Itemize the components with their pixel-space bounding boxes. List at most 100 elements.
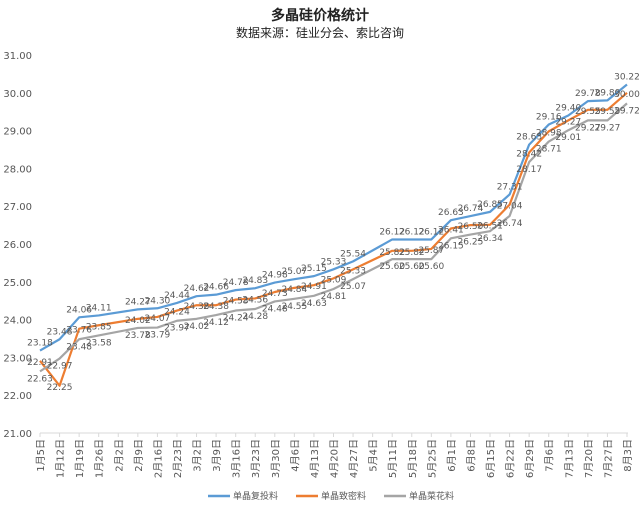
data-label: 24.07 — [145, 314, 171, 324]
data-label: 24.02 — [125, 316, 151, 326]
data-label: 29.72 — [614, 106, 640, 116]
data-label: 25.09 — [321, 275, 347, 285]
y-tick-label: 23.00 — [3, 353, 32, 364]
data-label: 25.60 — [418, 262, 444, 272]
data-label: 22.25 — [47, 383, 73, 393]
x-tick-label: 3月16日 — [231, 439, 243, 478]
data-label: 23.79 — [145, 331, 171, 341]
x-tick-label: 2月23日 — [172, 439, 184, 478]
data-label: 24.63 — [301, 299, 327, 309]
x-tick-label: 4月20日 — [329, 439, 341, 478]
data-label: 29.55 — [575, 107, 601, 117]
data-label: 22.63 — [27, 374, 53, 384]
x-tick-label: 4月13日 — [309, 439, 321, 478]
y-tick-label: 30.00 — [3, 89, 32, 100]
data-label: 30.00 — [614, 90, 640, 100]
series-line-1 — [39, 83, 628, 352]
data-label: 24.11 — [86, 303, 112, 313]
data-label: 25.33 — [321, 257, 347, 267]
data-label: 27.04 — [497, 202, 523, 212]
data-label: 26.15 — [438, 241, 464, 251]
data-label: 24.30 — [145, 296, 171, 306]
data-label: 25.33 — [340, 266, 366, 276]
data-label: 26.63 — [438, 208, 464, 218]
data-label: 23.78 — [125, 331, 151, 341]
data-label: 24.66 — [203, 283, 229, 293]
data-label: 23.85 — [86, 322, 112, 332]
data-label: 24.81 — [321, 292, 347, 302]
chart-subtitle: 数据来源：硅业分会、索比咨询 — [236, 25, 404, 40]
x-tick-label: 7月6日 — [544, 439, 556, 472]
data-label: 26.74 — [458, 204, 484, 214]
data-label: 30.22 — [614, 72, 640, 82]
x-tick-label: 8月3日 — [622, 439, 634, 472]
data-label: 28.17 — [516, 165, 542, 175]
data-label: 24.98 — [262, 271, 288, 281]
data-label: 24.73 — [262, 289, 288, 299]
data-label: 24.12 — [203, 318, 229, 328]
x-tick-label: 5月25日 — [426, 439, 438, 478]
x-tick-label: 7月13日 — [563, 439, 575, 478]
data-label: 23.48 — [66, 342, 92, 352]
data-label: 24.83 — [242, 276, 268, 286]
data-label: 23.76 — [66, 326, 92, 336]
data-label: 24.44 — [164, 291, 190, 301]
data-label: 24.55 — [281, 302, 307, 312]
y-tick-label: 21.00 — [3, 429, 32, 440]
series-line-3 — [39, 102, 628, 373]
data-label: 26.41 — [438, 226, 464, 236]
data-label: 26.12 — [399, 227, 425, 237]
data-label: 28.98 — [536, 128, 562, 138]
x-tick-label: 3月23日 — [250, 439, 262, 478]
x-tick-label: 6月22日 — [505, 439, 517, 478]
data-label: 26.25 — [458, 238, 484, 248]
data-label: 29.01 — [555, 133, 581, 143]
data-label: 24.91 — [301, 282, 327, 292]
x-tick-label: 3月2日 — [192, 439, 204, 472]
data-label: 25.82 — [399, 248, 425, 258]
data-label: 24.24 — [164, 308, 190, 318]
x-tick-label: 4月27日 — [348, 439, 360, 478]
data-label: 24.84 — [281, 285, 307, 295]
x-tick-label: 3月30日 — [270, 439, 282, 478]
data-label: 27.31 — [497, 182, 523, 192]
data-label: 29.16 — [536, 113, 562, 123]
data-label: 23.18 — [27, 339, 53, 349]
data-label: 26.74 — [497, 219, 523, 229]
data-label: 26.34 — [477, 234, 503, 244]
data-label: 24.02 — [184, 322, 210, 332]
data-label: 24.56 — [242, 295, 268, 305]
data-label: 26.50 — [458, 222, 484, 232]
data-label: 28.63 — [516, 133, 542, 143]
x-tick-label: 5月18日 — [407, 439, 419, 478]
data-label: 22.91 — [27, 358, 53, 368]
data-label: 26.12 — [379, 227, 405, 237]
data-label: 25.54 — [340, 249, 366, 259]
x-tick-label: 2月9日 — [133, 439, 145, 472]
data-label: 24.53 — [223, 297, 249, 307]
x-tick-label: 1月26日 — [94, 439, 106, 478]
data-label: 29.55 — [595, 107, 621, 117]
data-label: 29.80 — [595, 88, 621, 98]
data-label: 24.78 — [223, 278, 249, 288]
data-label: 26.12 — [418, 227, 444, 237]
data-label: 24.24 — [223, 314, 249, 324]
data-label: 24.62 — [184, 284, 210, 294]
data-label: 29.27 — [575, 123, 601, 133]
x-tick-label: 4月6日 — [289, 439, 301, 472]
data-label: 28.42 — [516, 150, 542, 160]
data-label: 24.28 — [242, 312, 268, 322]
legend-label: 单晶复投料 — [233, 490, 278, 502]
x-tick-label: 1月12日 — [55, 439, 67, 478]
data-label: 26.85 — [477, 200, 503, 210]
data-label: 25.87 — [418, 246, 444, 256]
data-label: 26.51 — [477, 222, 503, 232]
data-label: 25.15 — [301, 264, 327, 274]
data-label: 29.78 — [575, 89, 601, 99]
x-tick-label: 1月5日 — [35, 439, 47, 472]
data-label: 24.48 — [262, 304, 288, 314]
x-tick-label: 7月20日 — [583, 439, 595, 478]
data-label: 24.38 — [203, 302, 229, 312]
x-tick-label: 7月27日 — [602, 439, 614, 478]
series-line-2 — [39, 91, 628, 387]
